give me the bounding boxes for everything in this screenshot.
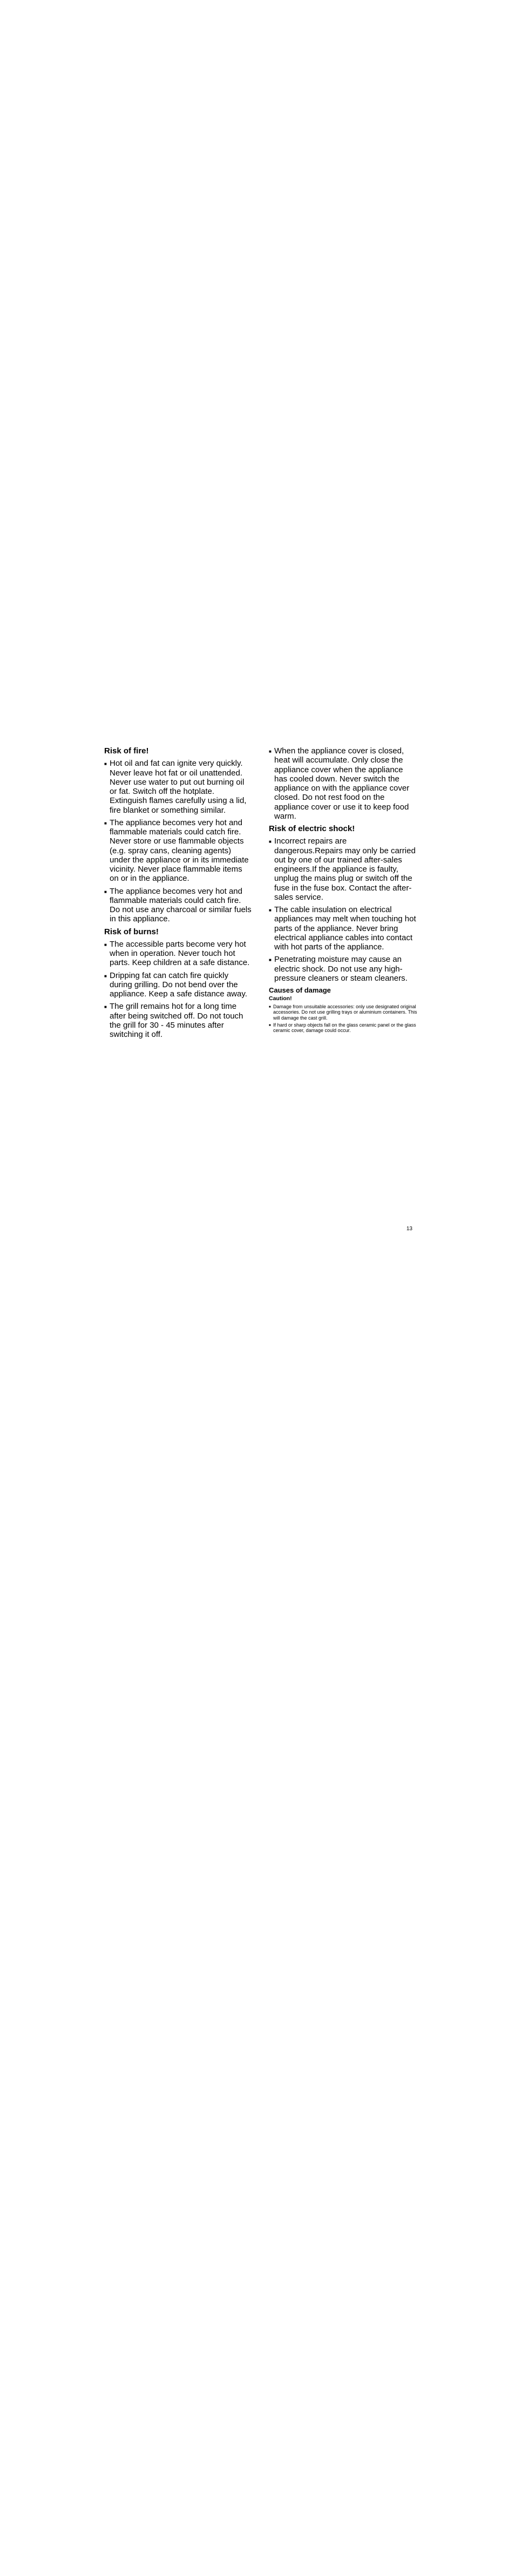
page-content: Risk of fire! ■ Hot oil and fat can igni…	[104, 746, 417, 1042]
bullet-item: ■ Hot oil and fat can ignite very quickl…	[104, 759, 253, 815]
bullet-marker: ■	[104, 818, 110, 884]
bullet-marker: ■	[104, 971, 110, 999]
bullet-item: ■ When the appliance cover is closed, he…	[269, 746, 417, 821]
bullet-text: The appliance becomes very hot and flamm…	[110, 818, 253, 884]
bullet-marker: ■	[269, 837, 274, 902]
bullet-item: ■ The grill remains hot for a long time …	[104, 1002, 253, 1039]
bullet-marker: ■	[269, 1022, 273, 1034]
page-number: 13	[406, 1226, 412, 1232]
bullet-item: ■ The appliance becomes very hot and fla…	[104, 887, 253, 924]
sub-heading-causes-of-damage: Causes of damage	[269, 986, 417, 994]
left-column: Risk of fire! ■ Hot oil and fat can igni…	[104, 746, 253, 1042]
bullet-marker: ■	[269, 905, 274, 952]
bullet-marker: ■	[269, 955, 274, 983]
small-bullet-item: ■ If hard or sharp objects fall on the g…	[269, 1022, 417, 1034]
bullet-text: Incorrect repairs are dangerous.Repairs …	[274, 837, 417, 902]
bullet-item: ■ Dripping fat can catch fire quickly du…	[104, 971, 253, 999]
small-bullet-item: ■ Damage from unsuitable accessories: on…	[269, 1004, 417, 1021]
bullet-text: Hot oil and fat can ignite very quickly.…	[110, 759, 253, 815]
small-bullet-text: Damage from unsuitable accessories: only…	[273, 1004, 417, 1021]
right-column: ■ When the appliance cover is closed, he…	[269, 746, 417, 1042]
bullet-text: Dripping fat can catch fire quickly duri…	[110, 971, 253, 999]
heading-risk-of-fire: Risk of fire!	[104, 746, 253, 756]
bullet-text: Penetrating moisture may cause an electr…	[274, 955, 417, 983]
bullet-marker: ■	[104, 759, 110, 815]
bullet-marker: ■	[269, 1004, 273, 1021]
bullet-marker: ■	[269, 746, 274, 821]
bullet-marker: ■	[104, 940, 110, 968]
bullet-text: The grill remains hot for a long time af…	[110, 1002, 253, 1039]
bullet-marker: ■	[104, 1002, 110, 1039]
bullet-item: ■ Incorrect repairs are dangerous.Repair…	[269, 837, 417, 902]
bullet-item: ■ The cable insulation on electrical app…	[269, 905, 417, 952]
bullet-text: The appliance becomes very hot and flamm…	[110, 887, 253, 924]
heading-risk-of-electric-shock: Risk of electric shock!	[269, 824, 417, 833]
bullet-text: The accessible parts become very hot whe…	[110, 940, 253, 968]
small-bullet-text: If hard or sharp objects fall on the gla…	[273, 1022, 417, 1034]
bullet-text: When the appliance cover is closed, heat…	[274, 746, 417, 821]
bullet-item: ■ The accessible parts become very hot w…	[104, 940, 253, 968]
heading-risk-of-burns: Risk of burns!	[104, 927, 253, 936]
bullet-marker: ■	[104, 887, 110, 924]
bullet-item: ■ The appliance becomes very hot and fla…	[104, 818, 253, 884]
bullet-text: The cable insulation on electrical appli…	[274, 905, 417, 952]
small-heading-caution: Caution!	[269, 995, 417, 1002]
bullet-item: ■ Penetrating moisture may cause an elec…	[269, 955, 417, 983]
